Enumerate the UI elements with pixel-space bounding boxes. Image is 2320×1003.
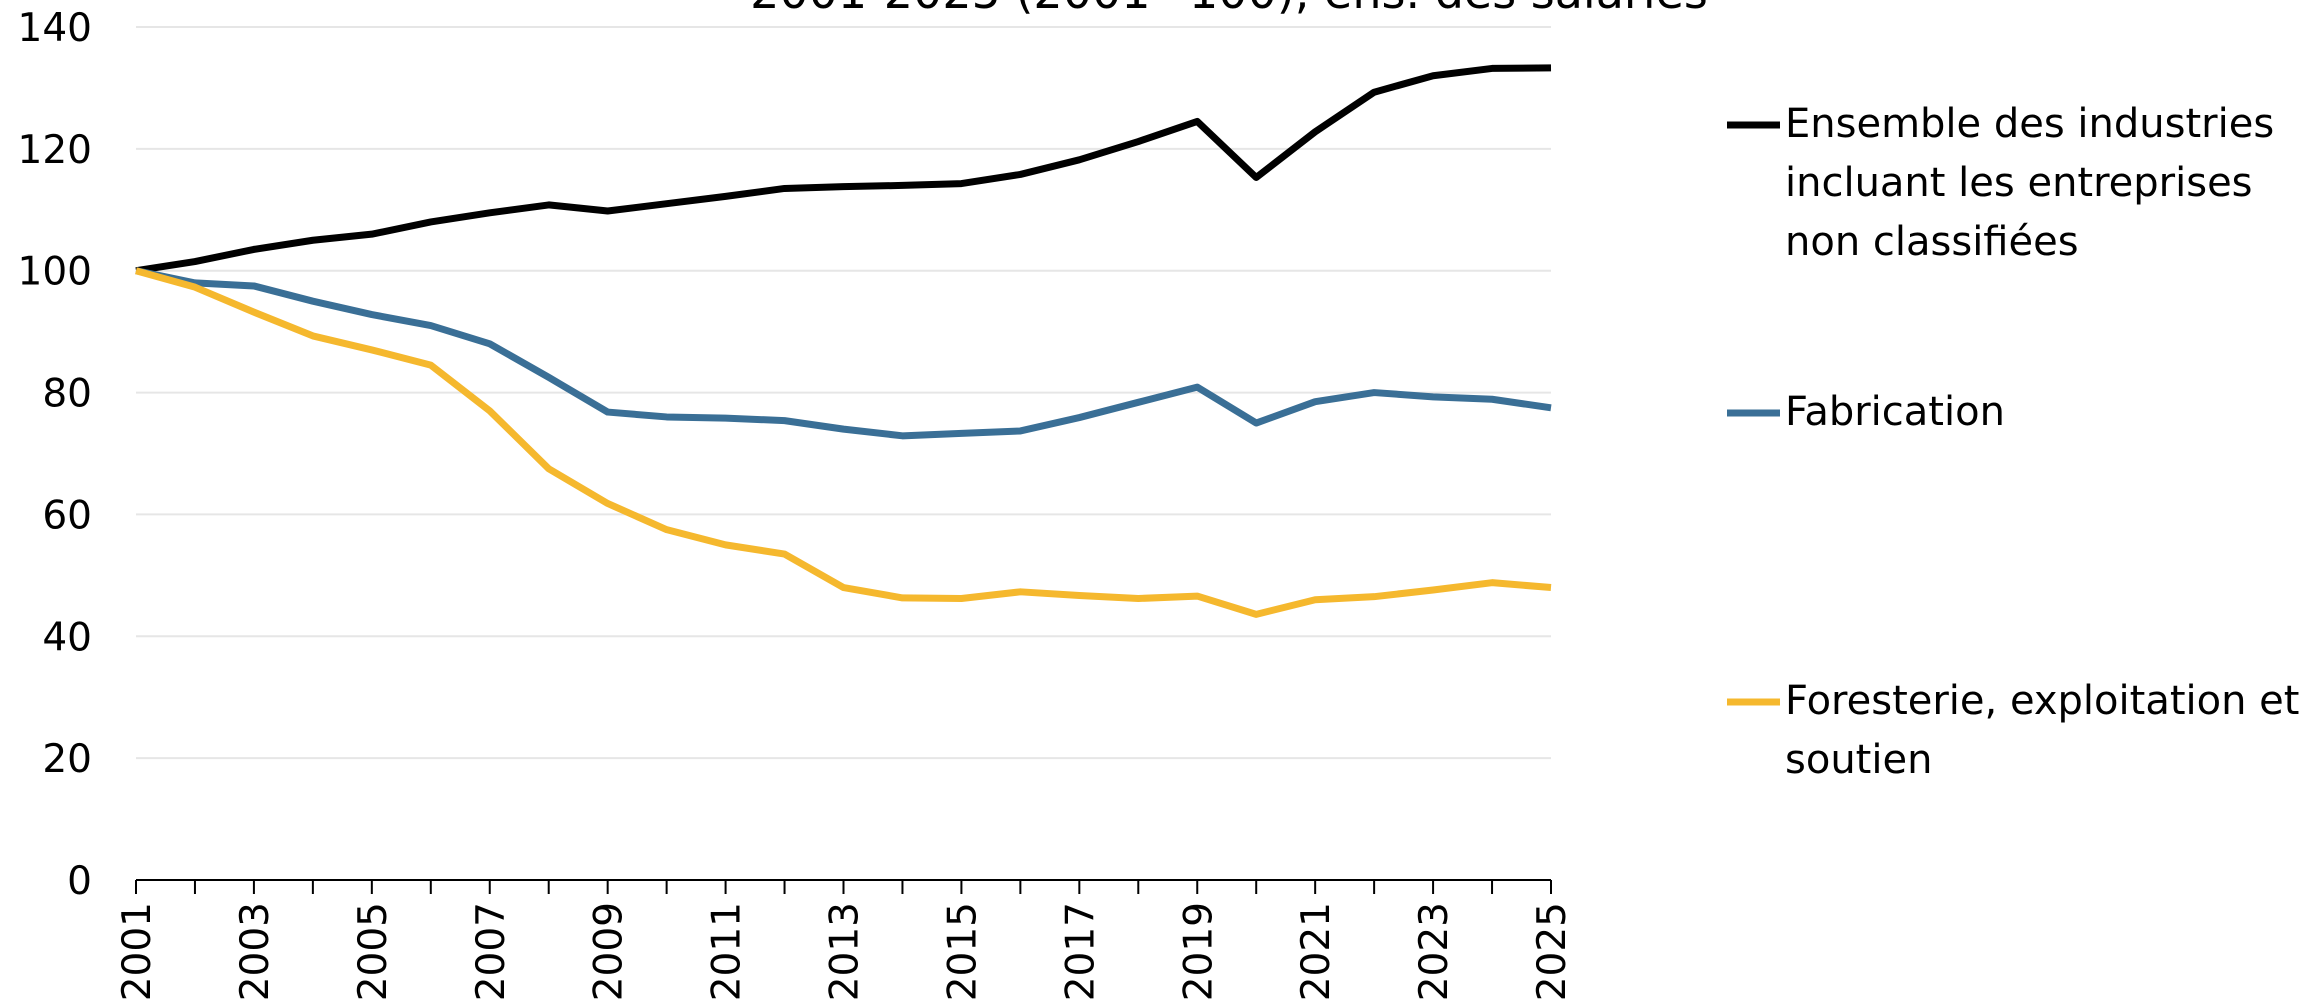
series-line (135, 267, 1552, 440)
x-tick-label: 2023 (1412, 902, 1457, 1001)
y-tick-label: 100 (18, 250, 92, 295)
legend-label: Ensemble des industries incluant les ent… (1785, 101, 2275, 265)
legend-label: Foresterie, exploitation et soutien (1785, 678, 2300, 783)
legend-label: Fabrication (1785, 389, 2005, 435)
x-tick-label: 2009 (587, 902, 632, 1001)
y-tick-label: 60 (42, 493, 92, 538)
x-tick-label: 2025 (1530, 902, 1575, 1001)
y-tick-label: 20 (42, 737, 92, 782)
x-tick-label: 2001 (115, 902, 160, 1001)
x-tick-label: 2017 (1058, 902, 1103, 1001)
x-tick-label: 2019 (1176, 902, 1221, 1001)
x-tick-label: 2005 (351, 902, 396, 1001)
x-tick-label: 2015 (940, 902, 985, 1001)
y-tick-label: 40 (42, 615, 92, 660)
y-tick-label: 140 (18, 6, 92, 51)
y-tick-label: 80 (42, 372, 92, 417)
y-tick-label: 0 (67, 859, 92, 904)
x-tick-label: 2007 (469, 902, 514, 1001)
chart-title: 2001-2025 (2001=100), ens. des salariés (750, 0, 1708, 19)
x-tick-label: 2021 (1294, 902, 1339, 1001)
series-line (135, 64, 1552, 275)
series-line (135, 267, 1552, 618)
x-tick-label: 2011 (705, 902, 750, 1001)
y-tick-label: 120 (18, 128, 92, 173)
x-tick-label: 2003 (233, 902, 278, 1001)
x-tick-label: 2013 (823, 902, 868, 1001)
